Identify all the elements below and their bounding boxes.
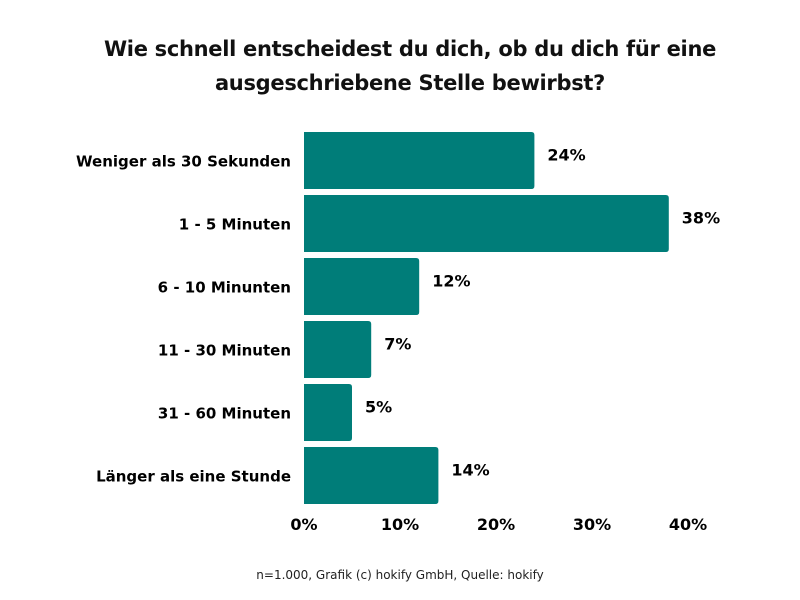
- bar: [304, 447, 439, 504]
- category-label: 11 - 30 Minuten: [158, 342, 291, 360]
- value-label: 12%: [432, 272, 470, 291]
- bar: [304, 258, 420, 315]
- chart-title-line-1: Wie schnell entscheidest du dich, ob du …: [103, 37, 717, 61]
- source-footnote: n=1.000, Grafik (c) hokify GmbH, Quelle:…: [256, 568, 544, 582]
- bar: [304, 195, 669, 252]
- value-label: 14%: [451, 461, 489, 480]
- category-label: Länger als eine Stunde: [96, 468, 291, 486]
- category-label: 1 - 5 Minuten: [179, 216, 291, 234]
- value-label: 5%: [365, 398, 392, 417]
- x-tick-label: 10%: [381, 515, 419, 534]
- category-label: 31 - 60 Minuten: [158, 405, 291, 423]
- category-label: Weniger als 30 Sekunden: [76, 153, 291, 171]
- x-tick-label: 30%: [573, 515, 611, 534]
- x-tick-label: 0%: [290, 515, 317, 534]
- chart-title-line-2: ausgeschriebene Stelle bewirbst?: [214, 71, 606, 95]
- bar: [304, 384, 352, 441]
- chart-title: Wie schnell entscheidest du dich, ob du …: [80, 32, 740, 100]
- x-tick-label: 40%: [669, 515, 707, 534]
- value-label: 24%: [547, 146, 585, 165]
- value-label: 38%: [682, 209, 720, 228]
- bar: [304, 132, 535, 189]
- value-label: 7%: [384, 335, 411, 354]
- category-label: 6 - 10 Minunten: [158, 279, 291, 297]
- x-tick-label: 20%: [477, 515, 515, 534]
- bar: [304, 321, 372, 378]
